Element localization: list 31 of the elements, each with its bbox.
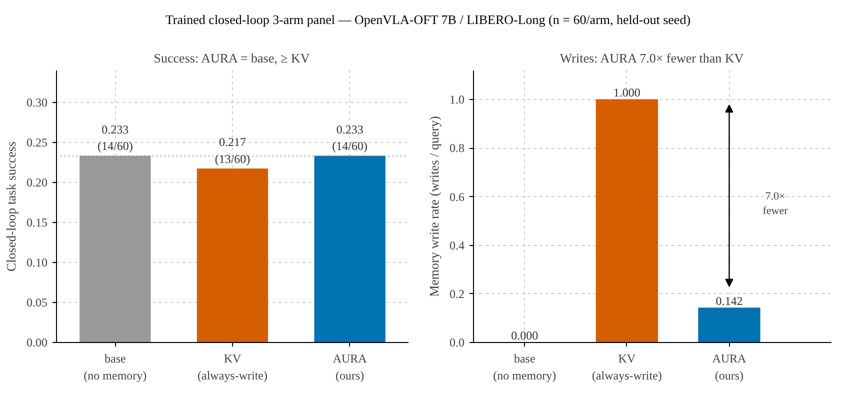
x-tick-label: AURA (ours) xyxy=(332,352,368,382)
y-tick-label: 0.15 xyxy=(26,216,48,230)
data-label: 0.000 xyxy=(511,328,538,342)
data-label: 0.233 (14/60) xyxy=(98,122,133,154)
y-tick-label: 0.00 xyxy=(26,336,48,350)
y-tick-label: 0.30 xyxy=(26,96,48,110)
y-axis-title: Memory write rate (writes / query) xyxy=(426,116,442,297)
chart-title: Trained closed-loop 3-arm panel — OpenVLA-OFT 7B / LIBERO-Long (n = 60/arm, held-out seed) xyxy=(165,11,691,29)
chart-title: Writes: AURA 7.0× fewer than KV xyxy=(560,50,744,66)
y-tick-label: 0.05 xyxy=(26,296,48,310)
x-tick-label: base (no memory) xyxy=(493,352,556,382)
data-label: 1.000 xyxy=(613,86,640,100)
y-axis-title: Closed-loop task success xyxy=(4,142,18,272)
y-tick-label: 0.25 xyxy=(26,136,48,150)
x-tick-label: AURA (ours) xyxy=(712,352,747,382)
y-tick-label: 1.0 xyxy=(450,92,464,107)
chart-subtitle: Success: AURA = base, ≥ KV xyxy=(154,50,310,66)
x-tick-label: KV (always-write) xyxy=(198,352,268,382)
x-tick-label: base (no memory) xyxy=(84,352,147,382)
y-tick-label: 0.4 xyxy=(450,238,464,252)
annotation: 7.0× fewer xyxy=(762,190,788,218)
y-tick-label: 0.6 xyxy=(450,190,464,204)
data-label: 0.217 (13/60) xyxy=(214,135,250,166)
y-tick-label: 0.0 xyxy=(450,336,464,350)
data-label: 0.233 (14/60) xyxy=(332,122,368,154)
y-tick-label: 0.10 xyxy=(26,256,48,270)
x-tick-label: KV (always-write) xyxy=(592,352,662,382)
y-tick-label: 0.20 xyxy=(26,176,48,190)
data-label: 0.142 xyxy=(716,294,743,308)
y-tick-label: 0.8 xyxy=(450,141,464,156)
y-tick-label: 0.2 xyxy=(450,286,464,301)
